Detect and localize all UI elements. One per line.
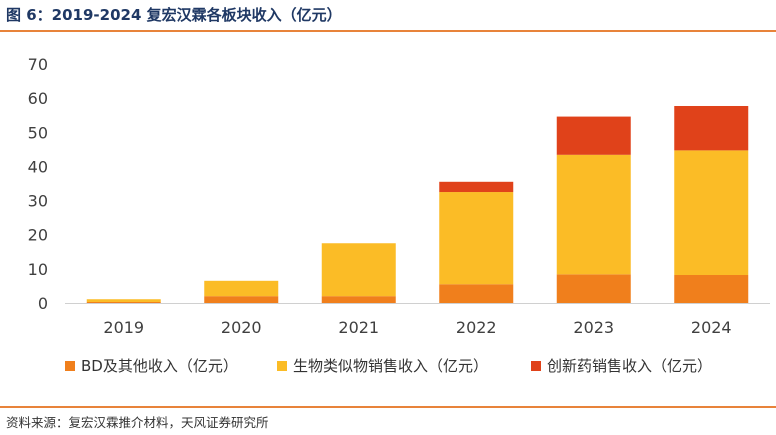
- x-tick-label: 2022: [456, 318, 497, 337]
- bar-segment-biosimilar-2021: [321, 243, 396, 297]
- bar-segment-bd-2021: [321, 296, 396, 303]
- y-tick-label: 70: [28, 55, 48, 74]
- y-tick-label: 50: [28, 123, 48, 142]
- figure-title: 图 6：2019-2024 复宏汉霖各板块收入（亿元）: [6, 6, 342, 24]
- bar-segment-biosimilar-2023: [556, 154, 631, 275]
- chart-legend: BD及其他收入（亿元） 生物类似物销售收入（亿元） 创新药销售收入（亿元）: [0, 355, 776, 377]
- bar-segment-biosimilar-2019: [86, 299, 161, 302]
- legend-swatch-bd: [65, 360, 75, 371]
- bar-segment-innovative-2024: [674, 105, 749, 151]
- source-divider: [0, 406, 776, 408]
- x-tick-label: 2024: [691, 318, 732, 337]
- source-note: 资料来源：复宏汉霖推介材料，天风证券研究所: [6, 415, 269, 430]
- stacked-bar-chart: 0 10 20 30 40 50 60 70 2019 2020 2021 2022 2023 2024: [28, 55, 770, 337]
- bar-segment-biosimilar-2020: [204, 280, 279, 297]
- legend-item-innovative: 创新药销售收入（亿元）: [531, 355, 712, 376]
- bar-segment-innovative-2023: [556, 116, 631, 155]
- y-tick-label: 60: [28, 89, 48, 108]
- y-tick-label: 40: [28, 157, 48, 176]
- legend-item-bd: BD及其他收入（亿元）: [65, 355, 238, 376]
- bar-segment-bd-2023: [556, 274, 631, 303]
- bar-segment-bd-2019: [86, 301, 161, 303]
- title-divider: [0, 30, 776, 32]
- bar-segment-bd-2022: [439, 284, 514, 303]
- bar-segment-bd-2020: [204, 296, 279, 303]
- x-tick-label: 2019: [103, 318, 144, 337]
- bar-segment-biosimilar-2022: [439, 192, 514, 285]
- legend-label-innovative: 创新药销售收入（亿元）: [547, 357, 713, 375]
- bar-segment-innovative-2022: [439, 181, 514, 193]
- y-tick-label: 30: [28, 192, 48, 211]
- x-tick-label: 2023: [573, 318, 614, 337]
- legend-label-bd: BD及其他收入（亿元）: [81, 357, 238, 375]
- bar-segment-biosimilar-2024: [674, 150, 749, 276]
- legend-item-biosimilar: 生物类似物销售收入（亿元）: [277, 355, 488, 376]
- y-tick-label: 10: [28, 260, 48, 279]
- x-tick-label: 2020: [221, 318, 262, 337]
- legend-label-biosimilar: 生物类似物销售收入（亿元）: [293, 357, 489, 375]
- y-tick-label: 20: [28, 226, 48, 245]
- legend-swatch-biosimilar: [277, 360, 287, 371]
- y-tick-label: 0: [38, 294, 48, 313]
- legend-swatch-innovative: [531, 360, 541, 371]
- bar-segment-bd-2024: [674, 275, 749, 303]
- x-tick-label: 2021: [338, 318, 379, 337]
